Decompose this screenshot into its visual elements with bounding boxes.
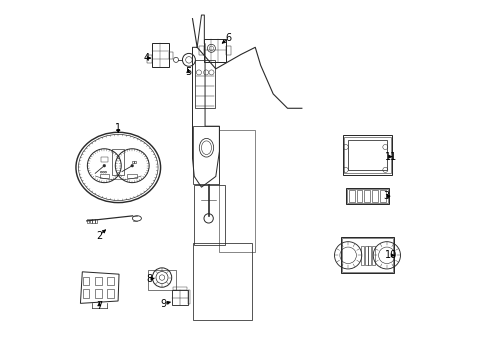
Bar bbox=[203, 39, 225, 62]
Bar bbox=[100, 174, 109, 179]
Bar bbox=[364, 246, 367, 265]
Text: 8: 8 bbox=[146, 274, 152, 284]
Bar bbox=[112, 149, 124, 175]
Bar bbox=[379, 190, 385, 202]
Bar bbox=[86, 219, 89, 223]
Text: 3: 3 bbox=[382, 191, 388, 201]
Bar bbox=[192, 243, 251, 320]
Bar bbox=[367, 246, 370, 265]
Bar bbox=[195, 60, 214, 108]
Bar bbox=[356, 190, 362, 202]
Text: 6: 6 bbox=[225, 33, 231, 43]
Bar bbox=[348, 190, 354, 202]
Bar bbox=[360, 246, 363, 265]
Text: 10: 10 bbox=[385, 250, 397, 260]
Bar bbox=[340, 237, 394, 273]
Bar bbox=[346, 188, 388, 204]
Bar bbox=[198, 45, 203, 55]
Bar bbox=[82, 276, 89, 285]
Bar bbox=[95, 276, 102, 285]
Bar bbox=[194, 185, 224, 244]
Bar bbox=[347, 140, 386, 170]
Circle shape bbox=[103, 164, 105, 167]
Bar bbox=[106, 276, 113, 285]
Bar bbox=[95, 219, 97, 223]
Bar bbox=[101, 157, 108, 162]
Bar bbox=[95, 289, 102, 298]
Bar bbox=[371, 246, 374, 265]
Bar bbox=[92, 219, 94, 223]
Bar bbox=[134, 161, 136, 163]
Text: 4: 4 bbox=[143, 53, 150, 63]
Bar bbox=[341, 238, 392, 272]
Text: 11: 11 bbox=[385, 152, 397, 162]
Bar bbox=[168, 51, 173, 59]
Bar bbox=[151, 43, 168, 67]
Text: 9: 9 bbox=[161, 299, 166, 309]
Bar bbox=[346, 189, 387, 203]
Bar bbox=[187, 291, 190, 304]
Bar bbox=[219, 130, 255, 252]
Text: 5: 5 bbox=[184, 67, 191, 77]
Bar bbox=[147, 55, 151, 63]
Bar bbox=[225, 45, 230, 55]
Text: 1: 1 bbox=[115, 123, 121, 133]
Bar bbox=[173, 287, 187, 290]
Bar bbox=[172, 290, 187, 305]
Text: 7: 7 bbox=[96, 301, 102, 311]
Bar bbox=[192, 126, 219, 184]
Bar bbox=[89, 219, 92, 223]
Bar bbox=[371, 190, 377, 202]
Bar bbox=[127, 174, 137, 179]
Bar bbox=[132, 161, 134, 163]
Bar bbox=[364, 190, 369, 202]
Circle shape bbox=[131, 164, 133, 167]
Bar bbox=[344, 136, 390, 173]
Bar bbox=[106, 289, 113, 298]
Bar bbox=[148, 270, 175, 290]
Text: 2: 2 bbox=[96, 231, 102, 240]
Bar bbox=[342, 135, 391, 175]
Bar bbox=[82, 289, 89, 298]
